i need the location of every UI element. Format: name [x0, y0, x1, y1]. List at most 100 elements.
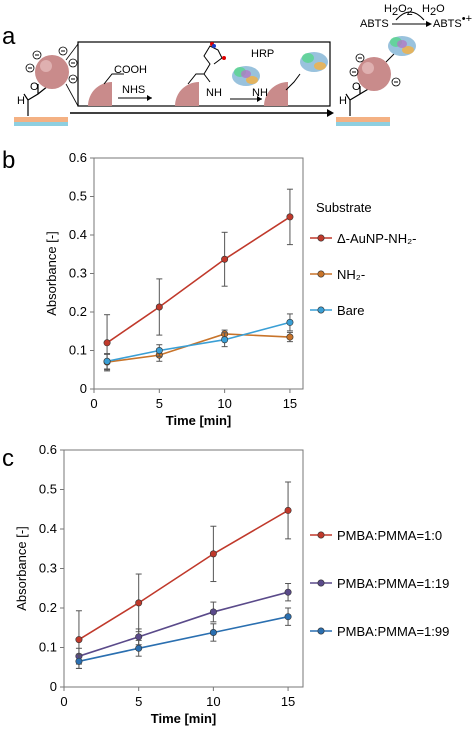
panel-label: c [2, 445, 14, 472]
series-2 [75, 607, 292, 669]
substrate-bottom-layer-right [336, 122, 390, 126]
legend-entry: PMBA:PMMA=1:99 [337, 624, 449, 639]
nh2-left-label: NH [206, 87, 222, 99]
data-point [155, 303, 163, 311]
data-point [286, 213, 294, 221]
series-line [106, 216, 291, 344]
y-tick-label: 0.4 [69, 227, 87, 242]
y-tick-label: 0.4 [39, 521, 57, 536]
particle-surface-2 [175, 82, 199, 106]
y-tick-label: 0.5 [39, 482, 57, 497]
x-tick-label: 0 [90, 396, 97, 411]
y-tick-label: 0.6 [69, 150, 87, 165]
y-tick-label: 0.2 [39, 600, 57, 615]
svg-text:O: O [30, 81, 39, 93]
particle-surface-3 [264, 82, 288, 106]
series-0 [103, 188, 294, 372]
reaction-inset-box [77, 41, 331, 107]
y-axis-label: Absorbance [-] [44, 231, 59, 316]
legend-entry: Δ-AuNP-NH₂- [337, 231, 416, 246]
data-point [221, 255, 229, 263]
series-2 [103, 313, 294, 370]
x-tick-label: 5 [135, 694, 142, 709]
data-point [284, 506, 292, 514]
y-tick-label: 0.3 [39, 561, 57, 576]
data-point [135, 599, 143, 607]
legend-entry: NH₂- [337, 267, 365, 282]
data-point [135, 633, 143, 641]
chart-c: c 0 0.1 0.2 0.3 0.4 0.5 0.6 0 5 10 15 Time [min] Abso… [2, 442, 449, 726]
conjugated-hrp [300, 52, 328, 72]
data-point [284, 613, 292, 621]
series-1 [75, 583, 292, 665]
abts-left-label: ABTS [360, 18, 389, 30]
h2o-label: H [422, 3, 430, 15]
abts-right-label: ABTS [433, 18, 462, 30]
y-tick-label: 0.3 [69, 266, 87, 281]
x-tick-label: 15 [283, 396, 297, 411]
legend-entry: Bare [337, 303, 364, 318]
h2o2-curved-arrow [395, 11, 425, 21]
data-point [209, 550, 217, 558]
y-tick-label: 0.5 [69, 189, 87, 204]
data-point [155, 346, 163, 354]
x-axis-label: Time [min] [166, 413, 232, 428]
chart-b: b 0 0.1 0.2 0.3 0.4 0.5 0.6 0 5 10 15 Time [min] Abso… [2, 147, 416, 428]
series-1 [103, 329, 294, 371]
legend-swatch-marker [317, 531, 325, 539]
y-tick-label: 0 [50, 679, 57, 694]
negative-charges-right [349, 53, 401, 87]
data-point [209, 628, 217, 636]
particle-surface-1 [88, 82, 112, 106]
panel-a: a H O COOH NHS [2, 3, 472, 126]
data-point [221, 336, 229, 344]
nhs-label: NHS [122, 84, 145, 96]
legend-swatch-marker [317, 627, 325, 635]
series-line [78, 509, 289, 641]
x-axis-label: Time [min] [151, 711, 217, 726]
svg-text:ABTS•+: ABTS•+ [433, 13, 472, 30]
data-point [75, 657, 83, 665]
legend: Substrate Δ-AuNP-NH₂- NH₂- Bare [310, 200, 416, 318]
x-tick-label: 15 [281, 694, 295, 709]
svg-text:H2O2: H2O2 [384, 3, 413, 18]
data-point [209, 608, 217, 616]
series-line [78, 591, 289, 657]
panel-label: b [2, 147, 15, 174]
x-tick-label: 5 [156, 396, 163, 411]
data-point [103, 357, 111, 365]
surface-hrp [388, 36, 416, 56]
svg-text:H: H [339, 95, 347, 107]
y-tick-label: 0 [80, 381, 87, 396]
y-tick-label: 0.1 [69, 343, 87, 358]
nh2-right-label: NH [252, 87, 268, 99]
svg-text:H2O: H2O [422, 3, 445, 18]
gold-nanoparticle-right [357, 57, 391, 91]
y-tick-label: 0.6 [39, 442, 57, 457]
data-point [75, 636, 83, 644]
plot-frame [93, 157, 304, 390]
hrp-protein [232, 66, 260, 86]
substrate-bottom-layer-left [14, 122, 68, 126]
y-tick-label: 0.1 [39, 640, 57, 655]
x-tick-label: 10 [206, 694, 220, 709]
data-point [286, 318, 294, 326]
legend: PMBA:PMMA=1:0 PMBA:PMMA=1:19 PMBA:PMMA=1:9… [310, 528, 449, 639]
legend-entry: PMBA:PMMA=1:19 [337, 576, 449, 591]
data-point [103, 339, 111, 347]
substrate-top-layer-right [336, 117, 390, 122]
legend-title: Substrate [316, 200, 372, 215]
legend-swatch-marker [317, 234, 325, 242]
legend-entry: PMBA:PMMA=1:0 [337, 528, 442, 543]
nhs-ester-structure [187, 45, 223, 85]
y-axis-label: Absorbance [-] [14, 526, 29, 611]
data-point [135, 644, 143, 652]
series-line [78, 615, 289, 663]
x-tick-label: 0 [60, 694, 67, 709]
series-line [106, 321, 291, 363]
plot-frame [63, 449, 304, 688]
legend-swatch-marker [317, 270, 325, 278]
hrp-label: HRP [251, 48, 274, 60]
gold-nanoparticle-left [35, 55, 69, 89]
